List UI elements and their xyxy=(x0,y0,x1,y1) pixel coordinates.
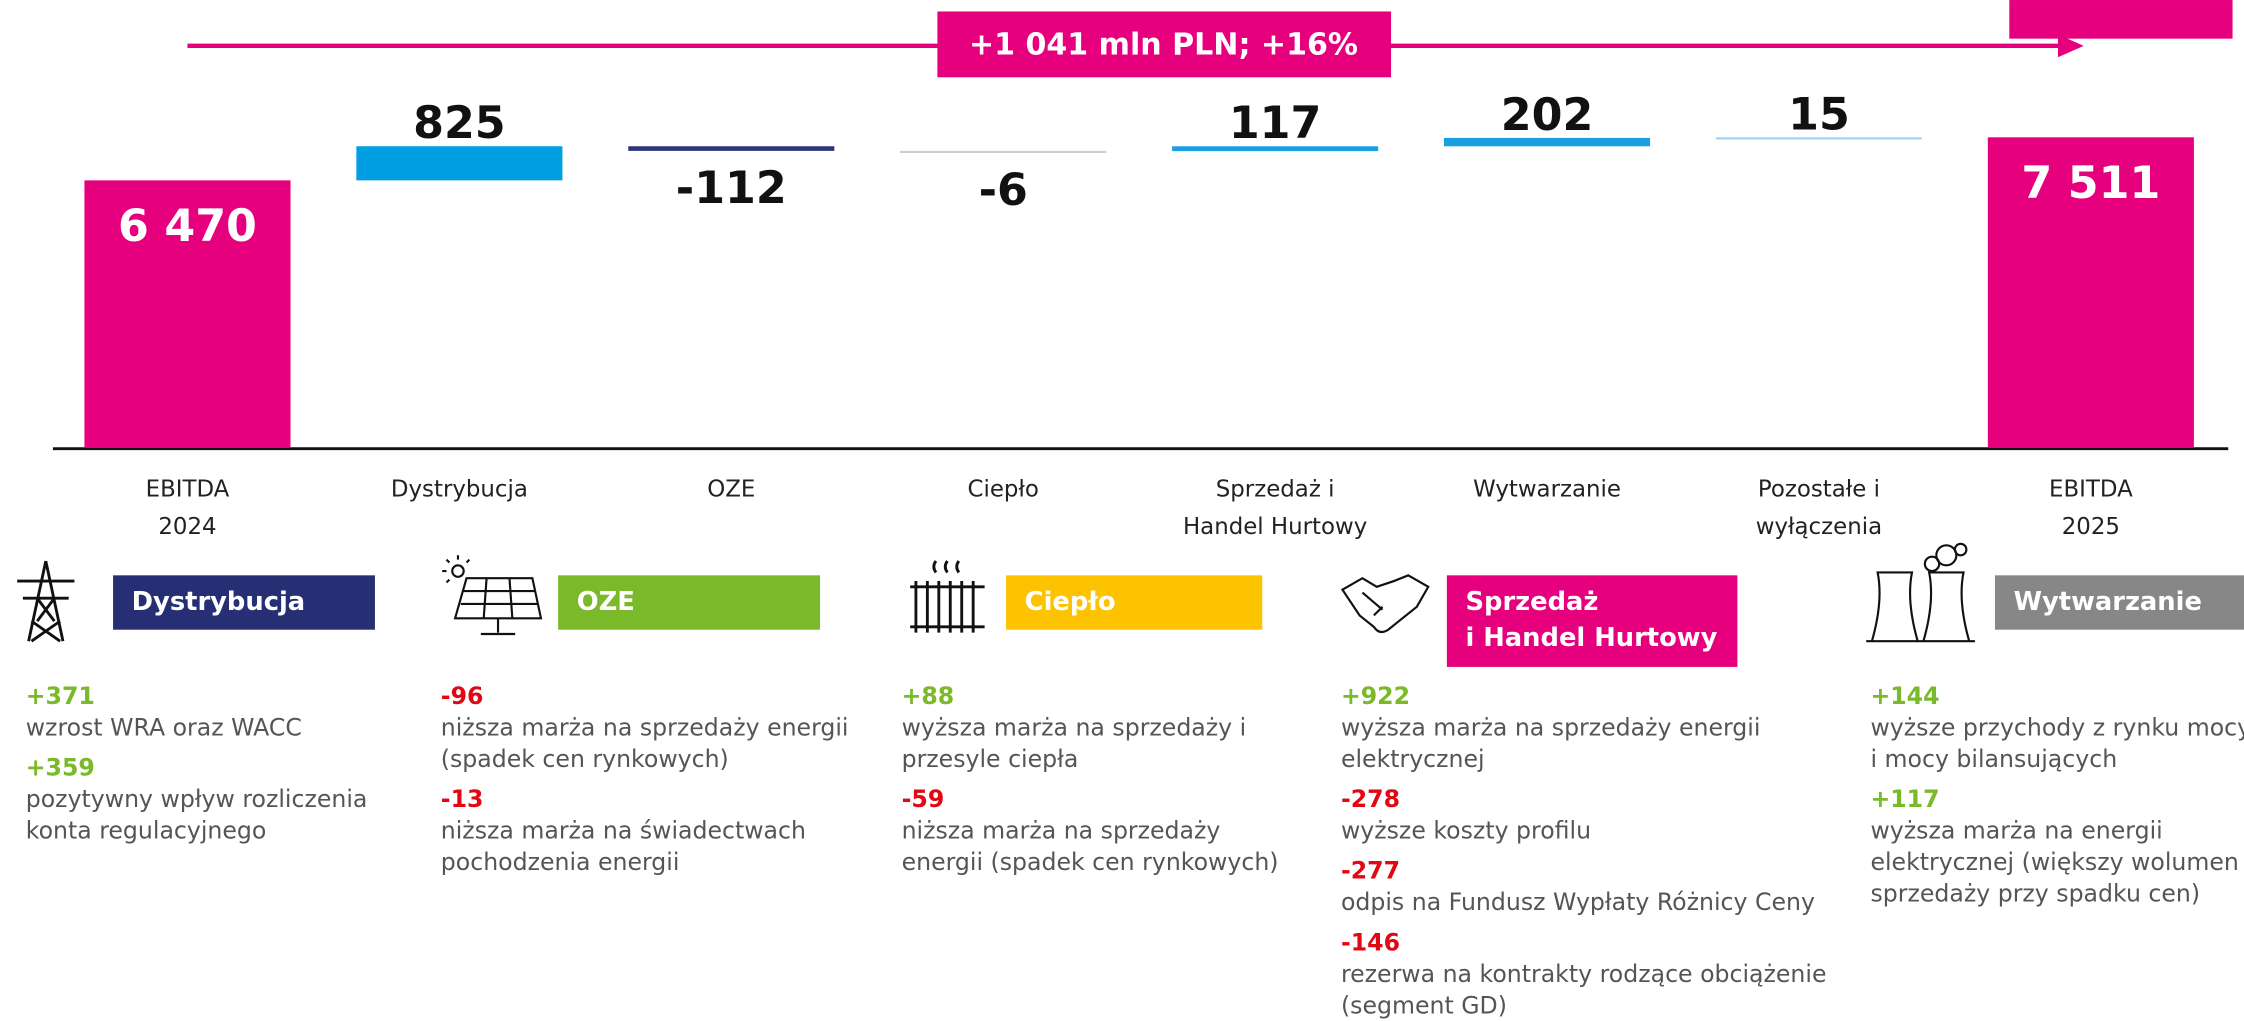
value-label: -112 xyxy=(676,163,787,214)
item-value: +371 xyxy=(26,682,95,710)
item-text: energii (spadek cen rynkowych) xyxy=(902,848,1279,876)
bar xyxy=(1172,146,1379,152)
panel-title: OZE xyxy=(577,587,635,617)
item-text: konta regulacyjnego xyxy=(26,817,267,845)
x-tick-label: Pozostałe i xyxy=(1758,477,1880,503)
item-text: rezerwa na kontrakty rodzące obciążenie xyxy=(1341,960,1827,988)
panel-title-box xyxy=(1446,575,1738,667)
annotation-box xyxy=(937,11,1392,78)
x-tick-label: Handel Hurtowy xyxy=(1183,514,1367,540)
panel-title: Wytwarzanie xyxy=(2014,587,2202,617)
x-tick-label: OZE xyxy=(707,477,755,503)
item-text: wyższe przychody z rynku mocy xyxy=(1870,714,2244,742)
panel-title: Dystrybucja xyxy=(132,587,306,617)
item-text: wzrost WRA oraz WACC xyxy=(26,714,302,742)
x-tick-label: Dystrybucja xyxy=(391,477,528,503)
item-text: i mocy bilansujących xyxy=(1870,745,2117,773)
panel-title-box xyxy=(1006,575,1263,630)
annotation: +1 041 mln PLN; +16% xyxy=(969,27,1358,62)
item-text: wyższa marża na energii xyxy=(1870,817,2162,845)
value-label: 202 xyxy=(1501,90,1594,141)
panel-title: i Handel Hurtowy xyxy=(1465,623,1717,653)
bar xyxy=(1444,137,1651,147)
value-label: -6 xyxy=(979,165,1028,216)
icon-handshake xyxy=(1340,574,1430,634)
item-text: elektrycznej (większy wolumen xyxy=(1870,848,2238,876)
item-text: przesyle ciepła xyxy=(902,745,1079,773)
bar xyxy=(1715,137,1922,140)
item-text: sprzedaży przy spadku cen) xyxy=(1870,880,2200,908)
x-tick-label: Ciepło xyxy=(968,477,1039,503)
value-label: 15 xyxy=(1788,89,1850,140)
item-text: elektrycznej xyxy=(1341,745,1485,773)
item-text: niższa marża na sprzedaży xyxy=(902,817,1221,845)
item-value: -277 xyxy=(1341,857,1400,885)
item-value: +359 xyxy=(26,754,95,782)
item-value: +117 xyxy=(1870,785,1939,813)
item-text: niższa marża na sprzedaży energii xyxy=(441,714,849,742)
arrow-head xyxy=(2057,34,2084,58)
item-value: -96 xyxy=(441,682,484,710)
item-value: +922 xyxy=(1341,682,1410,710)
item-value: +88 xyxy=(902,682,955,710)
icon-radiator xyxy=(910,560,985,633)
icon-solar xyxy=(442,555,543,636)
value-label: 825 xyxy=(413,98,506,149)
item-text: odpis na Fundusz Wypłaty Różnicy Ceny xyxy=(1341,888,1815,916)
value-label: 7 511 xyxy=(2021,158,2160,209)
item-text: (segment GD) xyxy=(1341,991,1507,1019)
item-text: (spadek cen rynkowych) xyxy=(441,745,729,773)
x-tick-label: EBITDA xyxy=(2049,477,2133,503)
panel-title-box xyxy=(113,575,375,630)
x-tick-label: EBITDA xyxy=(146,477,230,503)
value-label: 117 xyxy=(1229,98,1322,149)
x-tick-label: 2024 xyxy=(158,514,216,540)
icon-plant xyxy=(1866,542,1975,643)
panel-title: Ciepło xyxy=(1025,587,1116,617)
x-tick-label: Sprzedaż i xyxy=(1216,477,1335,503)
item-text: wyższa marża na sprzedaży energii xyxy=(1341,714,1760,742)
bar xyxy=(1987,137,2194,448)
x-tick-label: 2025 xyxy=(2062,514,2120,540)
item-text: wyższe koszty profilu xyxy=(1341,817,1591,845)
x-tick-label: Wytwarzanie xyxy=(1473,477,1621,503)
item-text: pozytywny wpływ rozliczenia xyxy=(26,785,368,813)
corner-tab xyxy=(2009,0,2233,39)
panel-title-box xyxy=(1994,575,2244,630)
item-value: -278 xyxy=(1341,785,1400,813)
item-value: -59 xyxy=(902,785,945,813)
item-text: wyższa marża na sprzedaży i xyxy=(902,714,1247,742)
bar xyxy=(356,146,563,181)
item-text: pochodzenia energii xyxy=(441,848,680,876)
item-value: -13 xyxy=(441,785,484,813)
item-text: niższa marża na świadectwach xyxy=(441,817,806,845)
value-label: 6 470 xyxy=(118,201,257,252)
bar xyxy=(628,146,835,151)
x-tick-label: wyłączenia xyxy=(1756,514,1882,540)
item-value: +144 xyxy=(1870,682,1939,710)
panel-title-box xyxy=(558,575,821,630)
bar xyxy=(900,150,1107,154)
panel-title: Sprzedaż xyxy=(1465,587,1598,617)
item-value: -146 xyxy=(1341,928,1400,956)
icon-pylon xyxy=(17,560,75,643)
bar xyxy=(84,180,291,448)
